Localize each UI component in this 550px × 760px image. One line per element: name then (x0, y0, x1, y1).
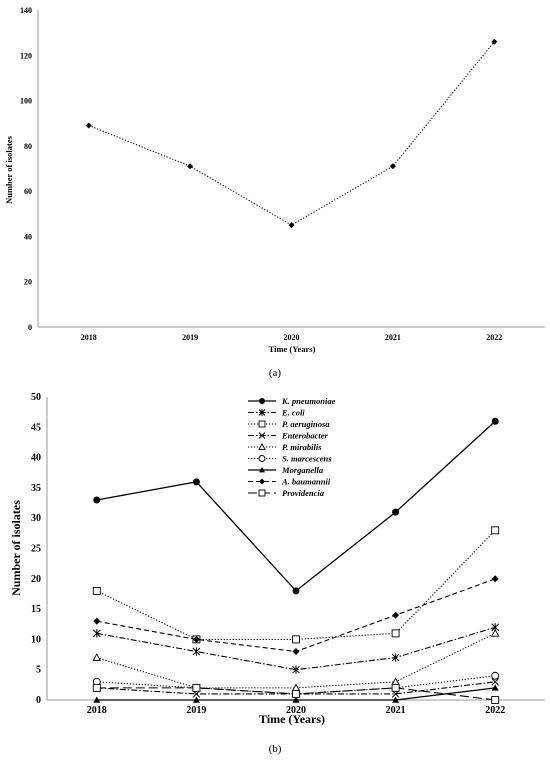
legend-marker (259, 467, 265, 473)
data-point (391, 683, 400, 692)
chart-b-ylabel: Number of isolates (9, 500, 23, 596)
y-tick-label: 40 (24, 232, 32, 241)
x-tick-label: 2022 (486, 333, 502, 342)
data-point (389, 163, 396, 170)
data-point (491, 696, 500, 704)
y-tick-label: 120 (20, 51, 32, 60)
y-tick-label: 80 (24, 142, 32, 151)
data-point (192, 478, 200, 486)
y-tick-label: 50 (31, 392, 41, 403)
data-point (491, 677, 500, 686)
y-tick-label: 20 (24, 278, 32, 287)
data-point (292, 689, 300, 698)
data-point (491, 417, 499, 425)
legend-entry: K. pneumoniae (281, 396, 336, 406)
legend-entry: Morganella (281, 465, 324, 475)
y-tick-label: 140 (20, 6, 32, 15)
data-point (292, 635, 300, 644)
x-tick-label: 2020 (286, 705, 306, 716)
y-tick-label: 30 (31, 513, 41, 524)
legend-marker (258, 489, 266, 497)
data-point (491, 684, 499, 691)
legend-entry: S. marcescens (282, 454, 332, 464)
chart-a-xlabel: Time (Years) (269, 344, 316, 354)
data-point (392, 611, 400, 619)
data-point (491, 575, 499, 583)
legend-entry: P. mirabilis (282, 442, 322, 452)
chart-a-caption: (a) (269, 367, 282, 379)
x-tick-label: 2019 (186, 705, 206, 716)
data-point (192, 683, 201, 692)
data-point (491, 526, 500, 535)
data-point (93, 696, 101, 703)
legend-marker (258, 408, 266, 417)
data-point (192, 696, 200, 703)
legend-marker (258, 432, 266, 439)
data-point (192, 635, 200, 643)
y-tick-label: 100 (20, 97, 32, 106)
x-tick-label: 2018 (87, 705, 107, 716)
legend-marker (259, 398, 265, 404)
legend-entry: A. baumannii (281, 477, 331, 487)
data-point (93, 617, 101, 625)
data-point (93, 496, 101, 504)
x-tick-label: 2020 (284, 333, 300, 342)
data-point (490, 628, 500, 637)
x-tick-label: 2022 (485, 705, 505, 716)
data-point (92, 586, 101, 595)
y-tick-label: 0 (28, 323, 32, 332)
data-point (288, 222, 295, 229)
chart-b: 0 5 10 15 20 25 30 35 40 45 50 2018 2019 2020 2021 202… (9, 392, 545, 755)
x-tick-label: 2018 (81, 333, 97, 342)
legend-marker (259, 478, 265, 485)
legend-marker (258, 420, 266, 428)
data-point (92, 683, 101, 692)
data-point (192, 647, 201, 656)
y-tick-label: 60 (24, 187, 32, 196)
chart-a-ylabel: Number of isolates (4, 135, 14, 204)
data-point (292, 696, 300, 703)
data-point (292, 665, 300, 674)
chart-b-xlabel: Time (Years) (259, 712, 325, 726)
data-point (392, 696, 400, 703)
y-tick-label: 20 (31, 574, 41, 585)
y-tick-label: 45 (31, 422, 41, 433)
series-line (96, 675, 496, 695)
series-line (88, 41, 495, 226)
legend-entry: Providencia (282, 488, 325, 498)
data-point (391, 653, 400, 662)
data-point (491, 38, 498, 45)
data-point (391, 629, 400, 638)
chart-b-caption: (b) (269, 743, 282, 755)
y-tick-label: 0 (36, 695, 41, 706)
y-tick-label: 35 (31, 483, 41, 494)
x-tick-label: 2021 (385, 333, 401, 342)
legend-marker (258, 455, 266, 462)
y-tick-label: 40 (31, 453, 41, 464)
legend-entry: P. aeruginosa (282, 419, 330, 429)
x-tick-label: 2019 (182, 333, 198, 342)
data-point (92, 629, 101, 638)
y-tick-label: 10 (31, 634, 41, 645)
data-point (292, 587, 300, 595)
legend-entry: E. coli (281, 408, 305, 418)
x-tick-label: 2021 (386, 705, 406, 716)
data-point (187, 163, 194, 170)
data-point (92, 653, 102, 661)
series-line (96, 632, 496, 689)
data-point (85, 122, 92, 129)
y-tick-label: 5 (36, 665, 41, 676)
series-line (96, 529, 496, 640)
y-tick-label: 25 (31, 544, 41, 555)
legend-entry: Enterobacter (281, 431, 328, 441)
data-point (292, 648, 300, 656)
y-tick-label: 15 (31, 604, 41, 615)
series-line (96, 626, 496, 671)
legend-marker (258, 443, 266, 450)
data-point (491, 671, 500, 680)
data-point (392, 508, 400, 516)
